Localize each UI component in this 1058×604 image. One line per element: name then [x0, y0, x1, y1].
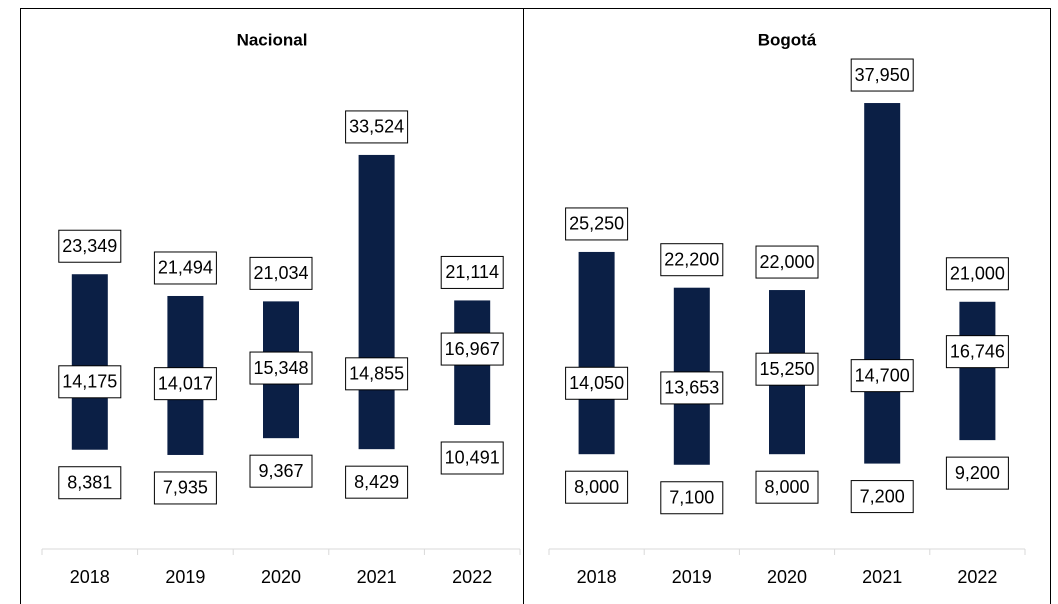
- high-label: 37,950: [855, 65, 910, 85]
- high-label-box: [945, 257, 1009, 291]
- high-label-box: [755, 245, 819, 279]
- low-label: 9,200: [955, 463, 1000, 483]
- low-label: 7,935: [163, 478, 208, 498]
- x-tick-label: 2019: [672, 567, 712, 587]
- low-label-box: [565, 470, 629, 504]
- low-label-box: [58, 466, 122, 500]
- x-tick-label: 2019: [165, 567, 205, 587]
- mid-label-box: [58, 365, 122, 399]
- mid-label-box: [755, 352, 819, 386]
- mid-label: 16,967: [445, 339, 500, 359]
- mid-label-box: [565, 366, 629, 400]
- low-label: 8,429: [354, 472, 399, 492]
- x-tick-label: 2021: [862, 567, 902, 587]
- x-tick-label: 2021: [357, 567, 397, 587]
- low-label: 9,367: [258, 461, 303, 481]
- mid-label: 16,746: [950, 341, 1005, 361]
- panel-title: Bogotá: [758, 30, 817, 49]
- high-label-box: [850, 58, 914, 92]
- high-label: 23,349: [62, 236, 117, 256]
- mid-label-box: [850, 359, 914, 393]
- high-label-box: [565, 207, 629, 241]
- high-label: 21,034: [253, 263, 308, 283]
- high-label-box: [440, 255, 504, 289]
- mid-label: 14,175: [62, 372, 117, 392]
- mid-label-box: [660, 371, 724, 405]
- high-label: 21,494: [158, 258, 213, 278]
- high-label: 25,250: [569, 214, 624, 234]
- range-bar: [71, 274, 108, 450]
- high-label: 21,114: [445, 262, 499, 282]
- mid-label-box: [345, 357, 409, 391]
- range-bar: [358, 154, 395, 450]
- mid-label: 14,050: [569, 373, 624, 393]
- low-label: 7,200: [860, 486, 905, 506]
- low-label-box: [440, 441, 504, 475]
- high-label-box: [345, 110, 409, 144]
- x-tick-label: 2018: [577, 567, 617, 587]
- mid-label: 14,855: [349, 364, 404, 384]
- mid-label: 15,348: [253, 358, 308, 378]
- low-label-box: [660, 481, 724, 515]
- low-label-box: [850, 480, 914, 514]
- panel-frame: [523, 8, 1051, 604]
- low-label-box: [945, 456, 1009, 490]
- mid-label: 14,700: [855, 365, 910, 385]
- low-label: 8,381: [67, 472, 112, 492]
- high-label: 33,524: [349, 117, 404, 137]
- x-tick-label: 2022: [957, 567, 997, 587]
- panel-title: Nacional: [237, 30, 308, 49]
- low-label-box: [249, 454, 313, 488]
- high-label: 21,000: [950, 264, 1005, 284]
- x-tick-label: 2022: [452, 567, 492, 587]
- high-label: 22,000: [759, 252, 814, 272]
- range-bar: [959, 301, 996, 441]
- mid-label: 15,250: [759, 359, 814, 379]
- x-tick-label: 2020: [261, 567, 301, 587]
- range-bar: [578, 251, 615, 455]
- mid-label-box: [440, 332, 504, 366]
- high-label-box: [153, 251, 217, 285]
- high-label-box: [249, 256, 313, 290]
- low-label: 8,000: [574, 477, 619, 497]
- low-label-box: [755, 470, 819, 504]
- x-tick-label: 2018: [70, 567, 110, 587]
- mid-label: 14,017: [158, 373, 213, 393]
- x-tick-label: 2020: [767, 567, 807, 587]
- mid-label-box: [249, 351, 313, 385]
- mid-label-box: [945, 335, 1009, 369]
- low-label: 7,100: [669, 488, 714, 508]
- low-label: 10,491: [445, 448, 500, 468]
- high-label-box: [58, 229, 122, 263]
- mid-label-box: [153, 367, 217, 401]
- low-label-box: [153, 471, 217, 505]
- low-label-box: [345, 465, 409, 499]
- mid-label: 13,653: [664, 378, 719, 398]
- low-label: 8,000: [764, 477, 809, 497]
- high-label: 22,200: [664, 249, 719, 269]
- range-bar: [864, 103, 901, 464]
- high-label-box: [660, 243, 724, 277]
